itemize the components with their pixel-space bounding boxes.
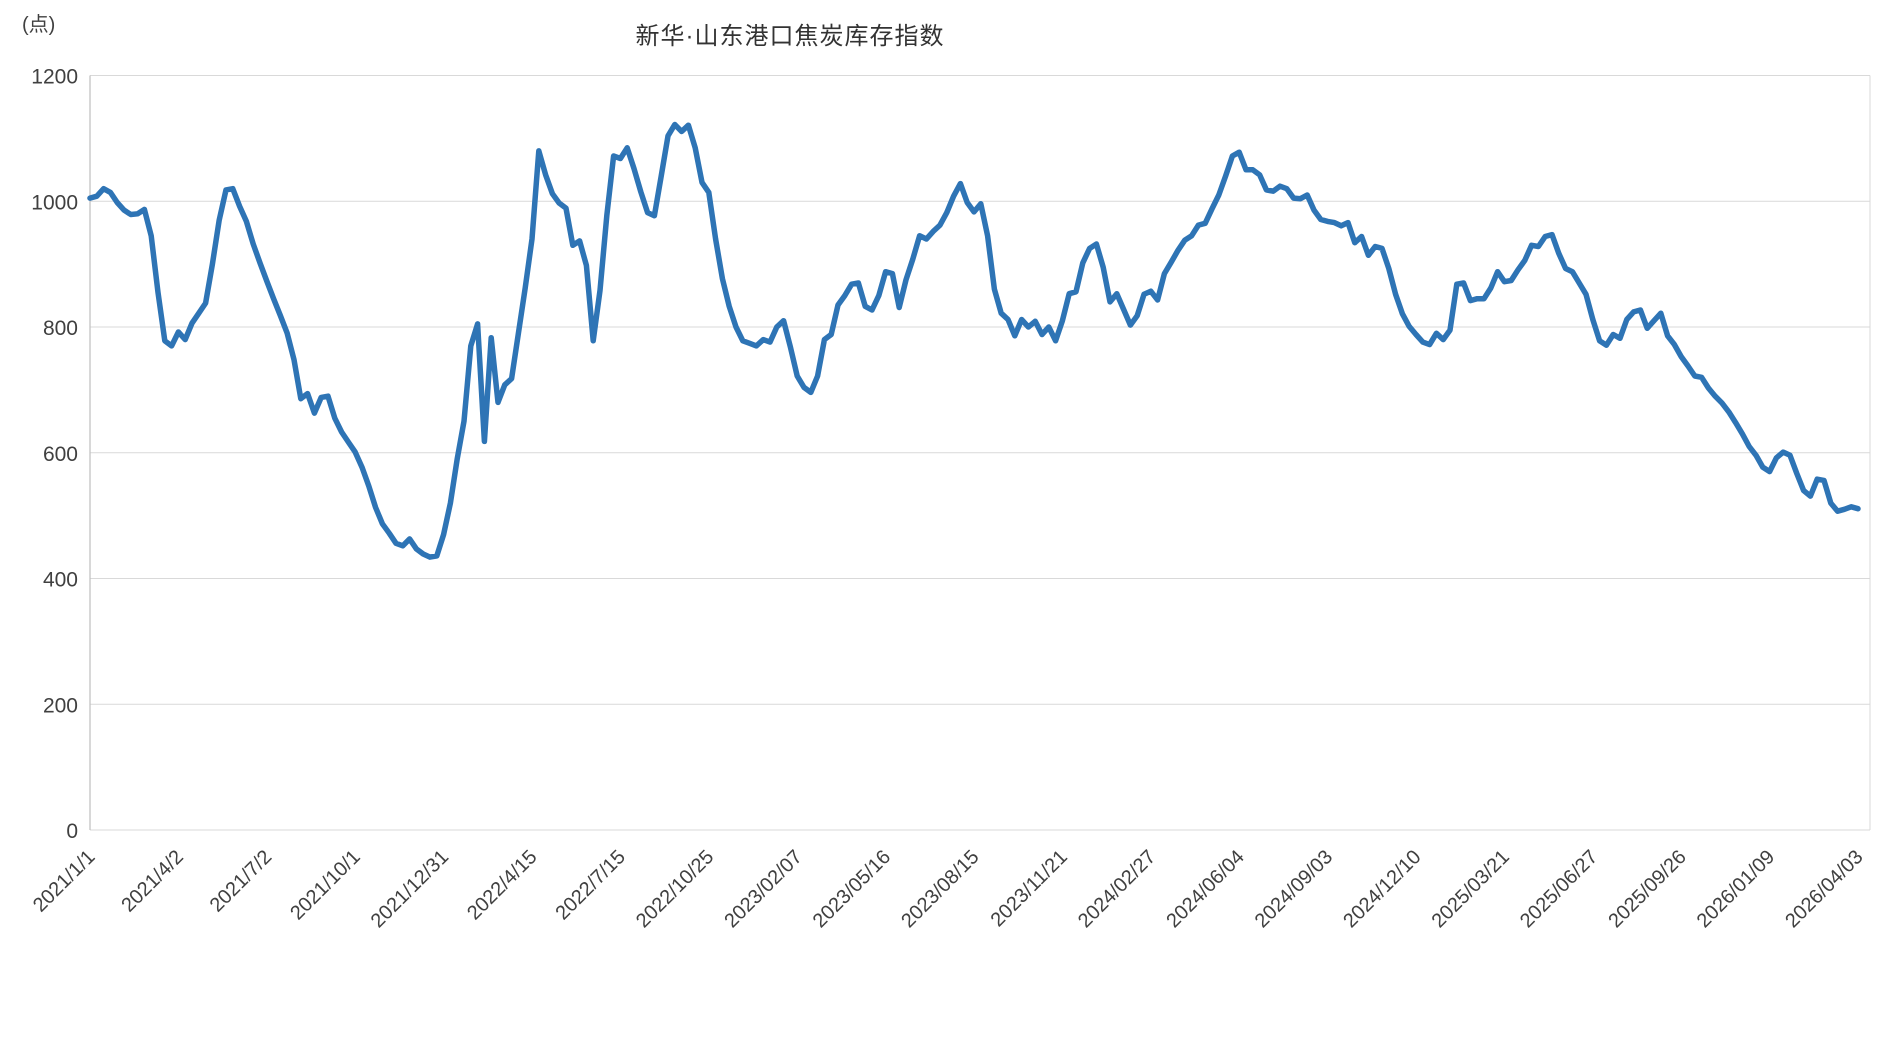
x-axis-tick-label: 2022/10/25 [632,846,718,932]
x-axis-tick-label: 2021/12/31 [367,846,453,932]
x-axis-tick-label: 2025/06/27 [1516,846,1602,932]
x-axis-tick-label: 2025/09/26 [1604,846,1690,932]
x-axis-tick-label: 2023/02/07 [720,846,806,932]
y-axis-tick-label: 600 [43,443,78,466]
x-axis-tick-label: 2023/11/21 [987,846,1072,931]
x-axis-tick-label: 2024/02/27 [1074,846,1160,932]
x-axis-tick-label: 2025/03/21 [1428,846,1514,932]
y-axis-tick-label: 0 [66,820,78,843]
x-axis-tick-label: 2023/08/15 [897,846,983,932]
y-axis-tick-label: 1000 [31,191,78,214]
chart-title: 新华·山东港口焦炭库存指数 [635,23,945,50]
y-axis-unit-label: (点) [22,14,56,36]
x-axis-tick-label: 2021/7/2 [206,846,277,917]
x-axis-tick-label: 2024/09/03 [1251,846,1337,932]
x-axis-tick-label: 2021/4/2 [117,846,188,917]
y-axis-tick-label: 200 [43,694,78,717]
y-axis-tick-label: 1200 [31,66,78,89]
x-axis-tick-label: 2022/4/15 [463,846,541,924]
y-axis-tick-label: 800 [43,317,78,340]
x-axis-tick-label: 2026/01/09 [1693,846,1779,932]
y-axis-tick-label: 400 [43,569,78,592]
x-axis-tick-label: 2021/10/1 [286,846,364,924]
x-axis-tick-label: 2023/05/16 [809,846,895,932]
x-axis-tick-label: 2026/04/03 [1781,846,1867,932]
x-axis-tick-label: 2024/06/04 [1162,846,1248,932]
x-axis-tick-label: 2022/7/15 [551,846,629,924]
x-axis-tick-label: 2021/1/1 [29,846,100,917]
x-axis-tick-label: 2024/12/10 [1339,846,1425,932]
index-line-series [87,121,1861,560]
